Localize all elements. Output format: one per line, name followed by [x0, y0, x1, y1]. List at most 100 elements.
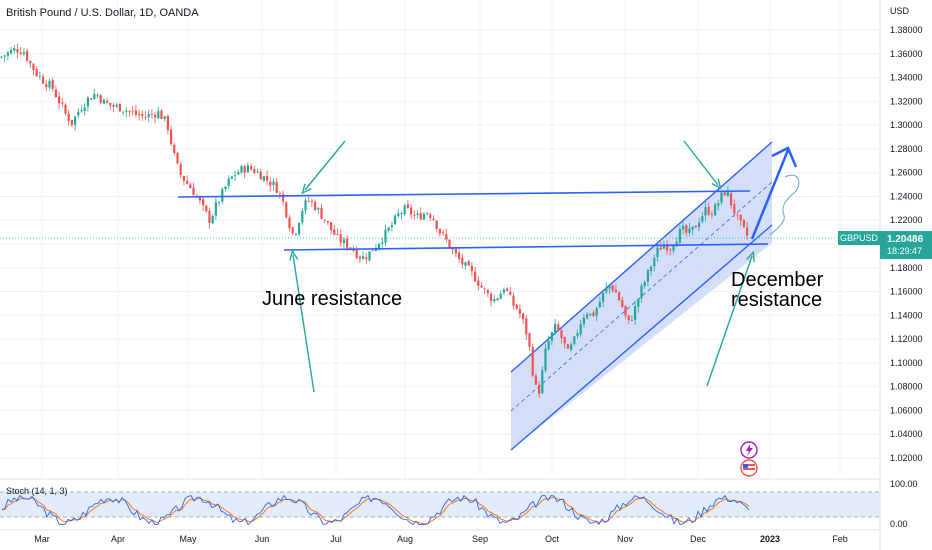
candle: [80, 104, 83, 113]
candle: [83, 103, 86, 116]
annotation-arrow-1: [305, 140, 346, 190]
candle: [86, 96, 89, 112]
candle: [246, 162, 249, 173]
candle: [150, 108, 153, 119]
time-tick-label: May: [179, 534, 197, 544]
candle: [746, 222, 749, 240]
annotation-arrow-3: [683, 140, 718, 185]
candle: [307, 196, 310, 203]
candle: [112, 102, 115, 113]
candle: [531, 343, 534, 378]
annotation-arrow-2: [293, 255, 315, 393]
candle: [627, 315, 630, 324]
candle: [275, 178, 278, 194]
price-tick-label: 1.38000: [890, 25, 923, 35]
candle: [547, 335, 550, 351]
price-axis[interactable]: USD 1.38000 1.36000 1.34000 1.32000 1.30000 1…: [879, 0, 923, 550]
candle: [717, 199, 720, 211]
candle: [560, 327, 563, 344]
candle: [518, 304, 521, 319]
candle: [16, 43, 19, 59]
candle: [541, 366, 544, 394]
candlestick-series: [0, 43, 749, 398]
candle: [458, 247, 461, 264]
candle: [429, 212, 432, 221]
candle: [64, 102, 67, 116]
candle: [154, 111, 157, 124]
candle: [272, 178, 275, 191]
candle: [461, 253, 464, 269]
candle: [378, 243, 381, 251]
us-flag-event-icon[interactable]: [740, 459, 758, 477]
candle: [301, 208, 304, 226]
time-tick-label: Feb: [832, 534, 848, 544]
lightning-event-icon[interactable]: [740, 441, 758, 459]
channel-upper-line[interactable]: [510, 141, 773, 373]
candle: [538, 381, 541, 398]
candle: [598, 296, 601, 308]
candle: [650, 265, 653, 277]
candle: [166, 114, 169, 135]
candle: [141, 110, 144, 121]
candle: [38, 71, 41, 81]
candle: [646, 269, 649, 287]
candle: [304, 198, 307, 215]
candle: [253, 165, 256, 175]
candle: [685, 223, 688, 237]
candle: [61, 98, 64, 108]
candle: [106, 98, 109, 104]
candle: [298, 222, 301, 237]
price-tick-label: 1.02000: [890, 453, 923, 463]
candle: [678, 225, 681, 245]
price-tick-label: 1.32000: [890, 96, 923, 106]
time-tick-label: Jul: [330, 534, 342, 544]
candle: [326, 220, 329, 226]
candle: [403, 203, 406, 217]
time-axis[interactable]: Mar Apr May Jun Jul Aug Sep Oct Nov Dec 2023 Feb: [0, 529, 880, 544]
candle: [32, 63, 35, 76]
candle: [122, 111, 125, 116]
candle: [125, 107, 128, 118]
channel-lower-line[interactable]: [510, 224, 773, 451]
candle: [570, 341, 573, 352]
candle: [608, 284, 611, 294]
candle: [291, 226, 294, 236]
projection-arrow[interactable]: [750, 149, 790, 240]
lower-resistance-line[interactable]: [283, 243, 769, 251]
stochastic-pane[interactable]: Stoch (14, 1, 3) 100.00 0.00: [0, 478, 918, 529]
candle: [544, 343, 547, 373]
candle: [413, 210, 416, 221]
candle: [624, 305, 627, 320]
candle: [208, 207, 211, 229]
candle: [115, 103, 118, 109]
candle: [554, 318, 557, 335]
candle: [256, 168, 259, 174]
candle: [227, 175, 230, 190]
candle: [470, 262, 473, 277]
candle: [333, 225, 336, 236]
projection-arrow-head: [771, 146, 798, 168]
candle: [26, 48, 29, 63]
candle: [621, 296, 624, 309]
candle: [595, 306, 598, 322]
candle: [723, 191, 726, 196]
candle: [410, 204, 413, 220]
candle: [118, 103, 121, 112]
candle: [445, 228, 448, 243]
projection-curve: [769, 174, 800, 236]
candle: [342, 236, 345, 248]
candle: [339, 229, 342, 247]
upper-resistance-line[interactable]: [177, 190, 751, 198]
candle: [285, 201, 288, 220]
time-tick-label: Apr: [111, 534, 125, 544]
candle: [576, 329, 579, 339]
candle: [490, 291, 493, 307]
candle: [394, 214, 397, 226]
price-tick-label: 1.34000: [890, 73, 923, 83]
candle: [186, 175, 189, 185]
symbol-tag[interactable]: GBPUSD: [838, 231, 880, 245]
price-tag[interactable]: 1.20486 18:29:47: [880, 231, 932, 259]
stoch-tick-100: 100.00: [890, 479, 918, 489]
candle: [202, 197, 205, 211]
